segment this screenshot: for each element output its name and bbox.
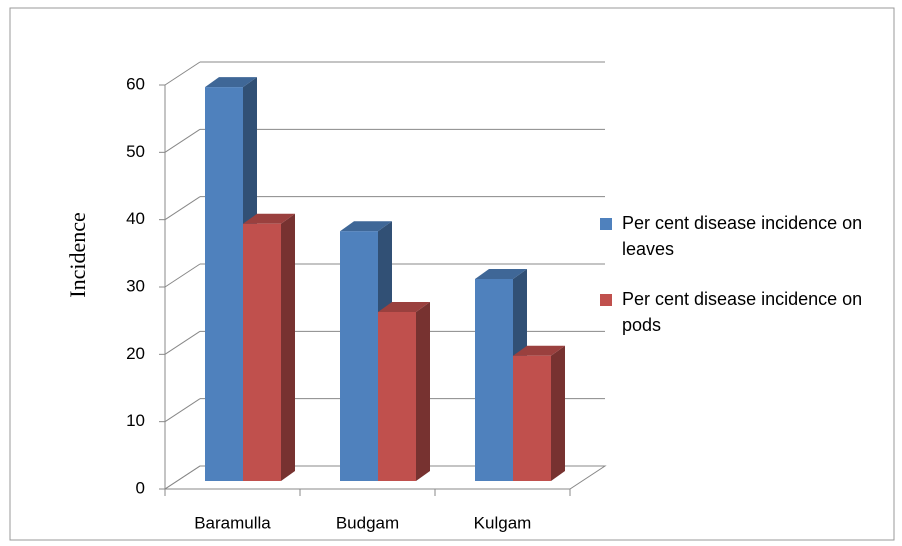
bar (243, 223, 281, 481)
grid-line (164, 128, 201, 153)
bar (205, 87, 243, 481)
grid-line (164, 196, 201, 221)
x-tick-label: Kulgam (474, 513, 532, 532)
bar-side (416, 301, 430, 481)
y-axis-label: Incidence (65, 212, 90, 298)
x-tick-label: Budgam (336, 513, 399, 532)
bar-top (243, 213, 295, 224)
grid-line (164, 330, 201, 355)
grid-line (164, 465, 201, 490)
y-tick-label: 50 (126, 142, 145, 161)
y-tick-label: 60 (126, 74, 145, 93)
y-tick-label: 0 (136, 478, 145, 497)
bar-side (551, 345, 565, 481)
chart-border (9, 7, 895, 541)
grid-line (164, 398, 201, 423)
bar (378, 311, 416, 481)
bar (340, 231, 378, 481)
bar-top (205, 77, 257, 88)
legend-swatch (600, 218, 612, 230)
y-tick-label: 30 (126, 276, 145, 295)
bar-top (340, 221, 392, 232)
y-tick-label: 10 (126, 411, 145, 430)
grid-line (164, 263, 201, 288)
bar (475, 279, 513, 481)
legend-label: Per cent disease incidence on pods (622, 289, 863, 335)
grid-line (164, 61, 201, 86)
bar-top (513, 345, 565, 356)
legend-label: Per cent disease incidence on leaves (622, 213, 863, 259)
y-tick-label: 20 (126, 344, 145, 363)
bar (513, 355, 551, 481)
legend-item: Per cent disease incidence on leaves (600, 210, 890, 262)
bar-side (281, 213, 295, 481)
bar-top (475, 269, 527, 279)
legend-item: Per cent disease incidence on pods (600, 286, 890, 338)
x-tick-label: Baramulla (194, 513, 271, 532)
y-tick-label: 40 (126, 209, 145, 228)
bar-top (378, 301, 430, 312)
legend-swatch (600, 294, 612, 306)
